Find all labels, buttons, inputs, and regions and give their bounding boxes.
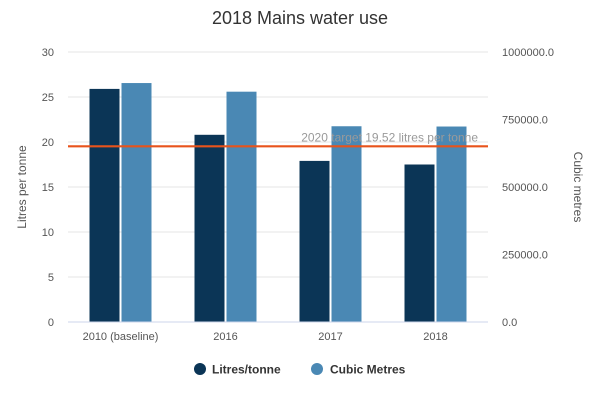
chart-title: 2018 Mains water use: [212, 8, 388, 28]
x-tick-label: 2016: [213, 331, 237, 343]
legend[interactable]: Litres/tonne Cubic Metres: [194, 363, 406, 377]
x-axis-labels: 2010 (baseline) 2016 2017 2018: [83, 331, 448, 343]
right-tick-label: 750000.0: [502, 115, 548, 127]
right-axis-title: Cubic metres: [571, 152, 585, 223]
bar-cubic-metres: [121, 83, 152, 322]
legend-item-cubic-metres[interactable]: Cubic Metres: [311, 363, 406, 377]
right-tick-label: 250000.0: [502, 250, 548, 262]
left-tick-label: 5: [48, 272, 54, 284]
bar-cubic-metres: [436, 126, 467, 323]
left-tick-label: 15: [42, 182, 54, 194]
left-tick-label: 20: [42, 137, 54, 149]
x-tick-label: 2017: [318, 331, 342, 343]
left-tick-label: 25: [42, 92, 54, 104]
bar-cubic-metres: [331, 126, 362, 322]
legend-label-cubic-metres: Cubic Metres: [330, 363, 406, 377]
left-axis-title: Litres per tonne: [15, 145, 29, 229]
bar-litres-tonne: [299, 160, 330, 322]
bars: [89, 83, 467, 323]
x-tick-label: 2010 (baseline): [83, 331, 159, 343]
legend-item-litres-tonne[interactable]: Litres/tonne: [194, 363, 281, 377]
left-tick-label: 10: [42, 227, 54, 239]
right-tick-label: 1000000.0: [502, 47, 554, 59]
left-tick-label: 30: [42, 47, 54, 59]
legend-marker-litres-tonne: [194, 363, 206, 375]
bar-cubic-metres: [226, 91, 257, 322]
bar-litres-tonne: [194, 134, 225, 322]
left-axis-ticks: 0 5 10 15 20 25 30: [42, 47, 54, 329]
bar-litres-tonne: [404, 164, 435, 322]
bar-litres-tonne: [89, 88, 120, 323]
left-tick-label: 0: [48, 317, 54, 329]
legend-marker-cubic-metres: [311, 363, 323, 375]
x-tick-label: 2018: [423, 331, 447, 343]
right-axis-ticks: 0.0 250000.0 500000.0 750000.0 1000000.0: [502, 47, 554, 329]
right-tick-label: 0.0: [502, 317, 517, 329]
target-line-label: 2020 target 19.52 litres per tonne: [301, 130, 478, 144]
right-tick-label: 500000.0: [502, 182, 548, 194]
legend-label-litres-tonne: Litres/tonne: [212, 363, 281, 377]
